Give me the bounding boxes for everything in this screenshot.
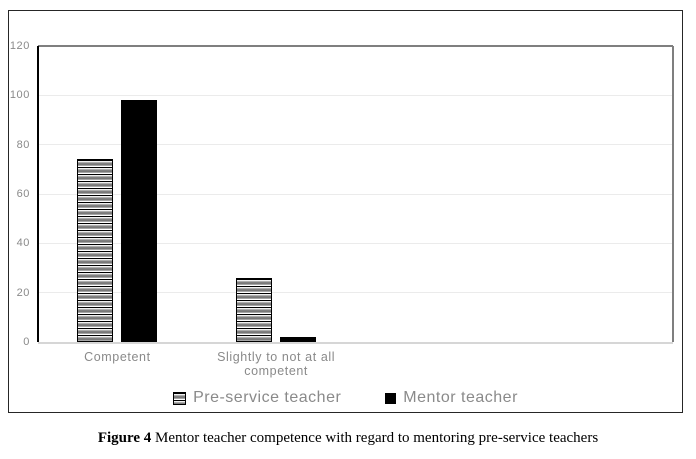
category-label: Competent xyxy=(84,350,151,364)
y-tick-label: 120 xyxy=(9,40,30,52)
y-axis-line xyxy=(37,46,39,342)
legend-item: Pre-service teacher xyxy=(173,389,341,407)
figure-caption: Figure 4 Mentor teacher competence with … xyxy=(0,428,696,448)
x-axis-line xyxy=(38,342,673,344)
y-tick-label: 100 xyxy=(9,89,30,102)
category-label: Slightly to not at all competent xyxy=(217,350,336,378)
gridline xyxy=(38,193,673,195)
gridline xyxy=(38,144,673,146)
gridline xyxy=(38,94,673,96)
bar-mentor-teacher xyxy=(121,100,158,342)
chart-legend: Pre-service teacher Mentor teacher xyxy=(9,387,682,409)
figure-frame: Pre-service teacher Mentor teacher 0 20 40 6… xyxy=(8,10,683,413)
figure-caption-label: Figure 4 xyxy=(97,430,152,446)
figure-caption-text: Mentor teacher competence with regard to… xyxy=(155,430,599,446)
y-tick-label: 40 xyxy=(16,237,30,250)
bar-pre-service-teacher xyxy=(236,277,273,342)
legend-label: Mentor teacher xyxy=(403,389,518,406)
y-tick-label: 0 xyxy=(23,336,30,348)
gridline xyxy=(38,292,673,294)
striped-swatch-icon xyxy=(173,391,187,405)
plot-right-border xyxy=(672,46,674,342)
y-tick-label: 80 xyxy=(16,138,30,151)
bar-pre-service-teacher xyxy=(77,159,114,342)
legend-item: Mentor teacher xyxy=(385,389,518,407)
y-tick-label: 20 xyxy=(16,286,30,299)
plot-top-border xyxy=(38,45,673,47)
solid-swatch-icon xyxy=(385,392,397,404)
gridline xyxy=(38,242,673,244)
bar-mentor-teacher xyxy=(280,337,317,342)
legend-label: Pre-service teacher xyxy=(193,389,342,406)
y-tick-label: 60 xyxy=(16,188,30,200)
